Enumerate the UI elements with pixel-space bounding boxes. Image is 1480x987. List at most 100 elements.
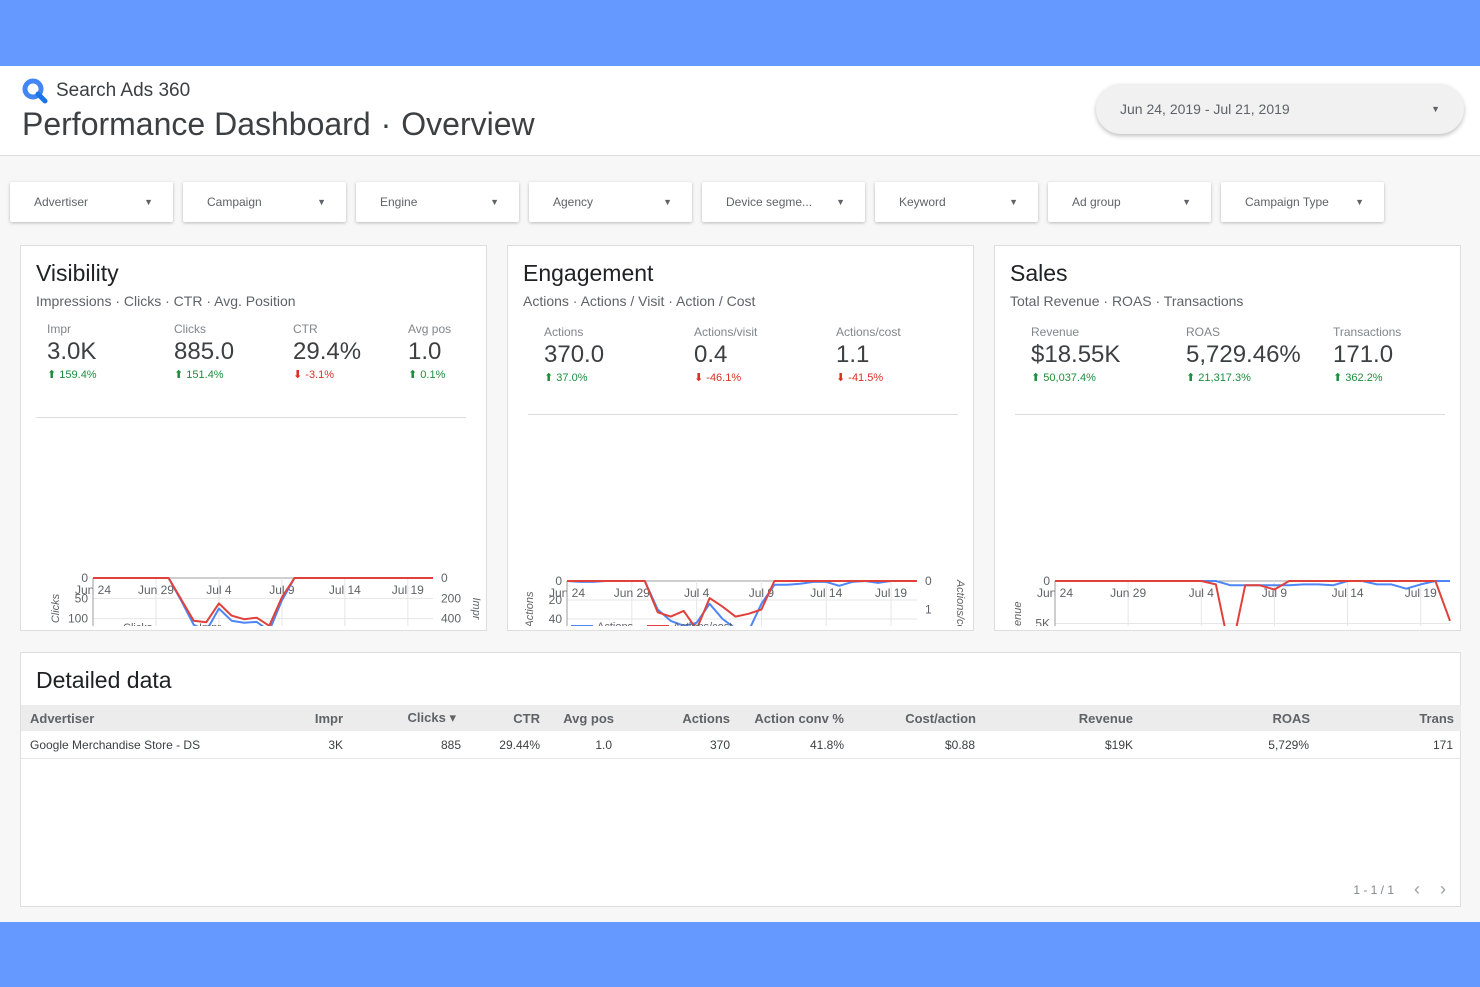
pagination: 1 - 1 / 1 ‹ › (1353, 879, 1446, 900)
card-title: Engagement (523, 260, 654, 286)
column-header-trans[interactable]: Trans (1419, 710, 1454, 726)
metric-label: Clicks (174, 322, 206, 336)
column-header-avg-pos[interactable]: Avg pos (563, 710, 614, 726)
metric-value: 370.0 (544, 341, 605, 368)
title-main: Performance Dashboard (22, 106, 371, 142)
x-tick-label: Jul 14 (1332, 586, 1364, 600)
data-table: Advertiser Impr Clicks ▾ CTR Avg pos Act… (21, 705, 1461, 759)
metric-label: Actions/visit (694, 325, 758, 339)
metric-impr: Impr 3.0K ⬆ 159.4% (47, 322, 97, 381)
x-tick-label: Jul 19 (1405, 586, 1437, 600)
chevron-down-icon: ▼ (1431, 104, 1440, 114)
metric-delta-value: -41.5% (848, 372, 884, 384)
chevron-left-icon[interactable]: ‹ (1414, 879, 1420, 899)
chevron-down-icon: ▼ (490, 197, 499, 207)
chevron-down-icon: ▼ (317, 197, 326, 207)
table-row[interactable]: Google Merchandise Store - DS 3K 885 29.… (21, 731, 1461, 759)
x-tick-label: Jun 29 (614, 586, 650, 600)
sales-card: Sales Total Revenue · ROAS · Transaction… (994, 245, 1461, 631)
y-axis-label-right: Impr (470, 598, 482, 621)
metric-label: Transactions (1333, 325, 1402, 339)
filter-device-segment[interactable]: Device segme... ▼ (702, 182, 865, 222)
metric-clicks: Clicks 885.0 ⬆ 151.4% (174, 322, 234, 381)
column-header-ctr[interactable]: CTR (513, 710, 540, 726)
page-title: Performance Dashboard · Overview (22, 106, 535, 143)
filter-label: Campaign (207, 195, 262, 209)
metric-value: 29.4% (293, 338, 362, 365)
metric-delta-value: 37.0% (556, 372, 588, 384)
chevron-down-icon: ▼ (663, 197, 672, 207)
legend-label: Actions (597, 621, 634, 626)
column-header-cost-action[interactable]: Cost/action (905, 710, 976, 726)
metric-label: Revenue (1031, 325, 1080, 339)
metric-label: Actions/cost (836, 325, 901, 339)
header: Search Ads 360 Performance Dashboard · Ove… (0, 66, 1480, 156)
card-subtitle: Total Revenue · ROAS · Transactions (1010, 293, 1244, 309)
x-tick-label: Jul 19 (875, 586, 907, 600)
column-header-clicks[interactable]: Clicks ▾ (407, 710, 456, 725)
metric-delta: ⬆ 50,037.4% (1031, 372, 1096, 384)
metric-delta-value: 151.4% (186, 369, 224, 381)
chevron-down-icon: ▼ (1355, 197, 1364, 207)
filter-advertiser[interactable]: Advertiser ▼ (10, 182, 173, 222)
metric-label: CTR (293, 322, 318, 336)
series-line-actions-cost (567, 580, 917, 626)
filter-label: Device segme... (726, 195, 813, 209)
title-sub: Overview (401, 106, 535, 142)
filter-agency[interactable]: Agency ▼ (529, 182, 692, 222)
visibility-card: Visibility Impressions · Clicks · CTR · … (20, 245, 487, 631)
metric-transactions: Transactions 171.0 ⬆ 362.2% (1333, 325, 1401, 384)
y-tick-label-left: 100 (68, 612, 88, 626)
filter-label: Engine (380, 195, 418, 209)
filter-engine[interactable]: Engine ▼ (356, 182, 519, 222)
filter-label: Advertiser (34, 195, 89, 209)
x-tick-label: Jul 4 (206, 583, 232, 597)
filter-keyword[interactable]: Keyword ▼ (875, 182, 1038, 222)
cell-action-conv: 41.8% (809, 737, 844, 752)
divider (36, 417, 466, 418)
x-tick-label: Jul 4 (684, 586, 710, 600)
column-header-roas[interactable]: ROAS (1272, 710, 1310, 726)
series-line-roas (1055, 580, 1451, 626)
metric-label: Actions (544, 325, 584, 339)
detailed-data-card: Detailed data Advertiser Impr Clicks ▾ C… (20, 652, 1461, 907)
card-title: Sales (1010, 260, 1068, 286)
metric-delta: ⬆ 21,317.3% (1186, 372, 1251, 384)
column-header-advertiser[interactable]: Advertiser (30, 710, 95, 726)
cell-clicks: 885 (440, 737, 461, 752)
filter-campaign[interactable]: Campaign ▼ (183, 182, 346, 222)
column-header-actions[interactable]: Actions (682, 710, 730, 726)
date-range-label: Jun 24, 2019 - Jul 21, 2019 (1120, 101, 1290, 117)
metric-delta-value: 21,317.3% (1198, 372, 1251, 384)
series-line-impr (93, 577, 433, 626)
filter-label: Keyword (899, 195, 946, 209)
y-tick-label-left: 20 (549, 593, 563, 607)
table-title: Detailed data (36, 667, 172, 693)
metric-actions-cost: Actions/cost 1.1 ⬇ -41.5% (836, 325, 901, 384)
y-tick-label-right: 200 (441, 591, 461, 605)
date-range-picker[interactable]: Jun 24, 2019 - Jul 21, 2019 ▼ (1096, 84, 1464, 134)
cell-cost-action: $0.88 (944, 737, 975, 752)
filter-label: Agency (553, 195, 594, 209)
column-header-revenue[interactable]: Revenue (1078, 710, 1133, 726)
metric-actions: Actions 370.0 ⬆ 37.0% (544, 325, 604, 384)
column-header-impr[interactable]: Impr (314, 710, 343, 726)
cell-revenue: $19K (1104, 737, 1133, 752)
legend-label: Actions/cost (673, 621, 732, 626)
filter-ad-group[interactable]: Ad group ▼ (1048, 182, 1211, 222)
metric-ctr: CTR 29.4% ⬇ -3.1% (293, 322, 361, 381)
legend-label: Clicks (123, 622, 153, 626)
metric-label: Avg pos (408, 322, 452, 336)
y-tick-label-right: 1 (925, 603, 932, 617)
column-header-action-conv[interactable]: Action conv % (754, 710, 844, 726)
filter-campaign-type[interactable]: Campaign Type ▼ (1221, 182, 1384, 222)
y-tick-label-right: 0 (925, 574, 932, 588)
table-header: Advertiser Impr Clicks ▾ CTR Avg pos Act… (21, 705, 1461, 731)
y-axis-label-right: Actions/cost (954, 579, 966, 626)
metric-delta: ⬇ -46.1% (694, 372, 742, 384)
metric-value: 885.0 (174, 338, 235, 365)
chevron-right-icon[interactable]: › (1440, 879, 1446, 899)
metric-value: 171.0 (1333, 341, 1394, 368)
